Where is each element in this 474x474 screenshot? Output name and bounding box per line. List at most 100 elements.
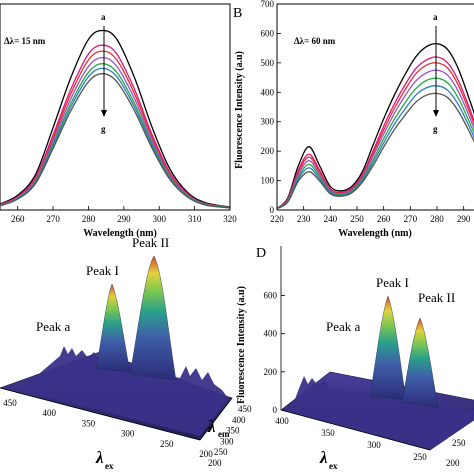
panel-c-ex-ticks: 450 400 350 300 250 200 [3, 398, 213, 459]
panel-b-annotation: Δλ= 60 nm [294, 36, 336, 46]
panel-a: 260 270 280 290 300 310 320 Δλ= 15 nm a g Wave… [0, 3, 237, 239]
panel-a-arrow-top-label: a [101, 12, 106, 22]
panel-a-curves [0, 29, 231, 209]
panel-d-z-tick-label: 200 [264, 367, 278, 377]
panel-c-peak-a-label: Peak a [36, 319, 71, 334]
panel-a-series-a [0, 29, 231, 208]
panel-a-annotation: Δλ= 15 nm [4, 36, 46, 46]
panel-c-ex-axis-sub: ex [105, 461, 114, 471]
panel-d: D 0 200 400 600 Fluorescence Intensity (a.u… [236, 246, 474, 471]
panel-b-y-tick-label: 100 [261, 176, 275, 186]
panel-d-z-ticks: 0 200 400 600 [264, 291, 285, 415]
panel-c-em-tick-label: 200 [208, 458, 222, 468]
panel-b-arrow-bottom-label: g [433, 124, 438, 134]
panel-b-x-tick-label: 280 [430, 214, 444, 224]
panel-c-peak-two-label: Peak II [132, 235, 169, 250]
panel-c-front-edge [0, 387, 201, 441]
panel-b-y-tick-label: 700 [261, 0, 275, 9]
panel-c-peak-two-surface [129, 255, 177, 381]
panel-a-x-tick-label: 270 [46, 214, 60, 224]
panel-b-x-tick-label: 230 [297, 214, 311, 224]
panel-b-frame [276, 3, 474, 211]
panel-c-ex-tick-label: 200 [199, 449, 213, 459]
panel-d-zlabel: Fluorescence Intensity (a.u) [236, 286, 247, 404]
panel-b-ylabel: Fluorescence Intensity (a.u) [234, 51, 245, 169]
panel-d-z-tick-label: 0 [273, 405, 278, 415]
panel-b-x-tick-label: 250 [350, 214, 364, 224]
panel-c-noise-ridge [20, 346, 228, 436]
panel-c-ex-tick-label: 450 [3, 398, 17, 408]
panel-d-ex-tick-label: 350 [321, 428, 335, 438]
panel-d-noise-ridge [290, 376, 474, 450]
panel-c-em-axis-label: λ [207, 417, 216, 436]
panel-d-peak-one-surface [369, 295, 407, 401]
panel-d-em-tick-label: 200 [446, 458, 460, 468]
panel-d-ex-tick-label: 400 [275, 416, 289, 426]
panel-c-em-tick-label: 300 [220, 436, 234, 446]
panel-d-z-tick-label: 600 [264, 291, 278, 301]
panel-d-peak-two-label: Peak II [418, 290, 455, 305]
panel-d-peak-two-surface [401, 317, 439, 409]
panel-a-x-tick-label: 280 [82, 214, 96, 224]
panel-a-series-b [0, 44, 231, 209]
panel-d-ex-tick-label: 250 [413, 452, 427, 462]
panel-a-x-tick-label: 310 [188, 214, 202, 224]
panel-d-em-tick-label: 250 [452, 438, 466, 448]
panel-c-peak-one-surface [95, 283, 131, 373]
panel-c-ex-tick-label: 300 [121, 429, 135, 439]
panel-b-x-tick-label: 240 [324, 214, 338, 224]
panel-d-front-edge [280, 409, 431, 451]
panel-b-x-tick-label: 290 [457, 214, 471, 224]
panel-a-series-g [0, 73, 231, 209]
panel-b-series-g [276, 92, 474, 210]
panel-d-z-tick-label: 400 [264, 329, 278, 339]
panel-b-y-tick-label: 400 [261, 87, 275, 97]
panel-a-x-tick-label: 260 [11, 214, 25, 224]
panel-b-y-tick-label: 600 [261, 28, 275, 38]
panel-d-peak-one-label: Peak I [376, 275, 409, 290]
panel-b-x-tick-label: 270 [404, 214, 418, 224]
panel-b-y-ticks: 0 100 200 300 400 500 600 700 [261, 0, 281, 215]
panel-a-frame [0, 3, 231, 211]
panel-c-ex-tick-label: 400 [42, 408, 56, 418]
panel-d-letter: D [256, 246, 266, 261]
panel-d-ex-tick-label: 300 [367, 440, 381, 450]
panel-d-em-ticks: 200 250 [446, 438, 466, 468]
panel-b-series-d [276, 69, 474, 210]
panel-c-em-tick-label: 250 [214, 447, 228, 457]
panel-b-x-ticks: 220 230 240 250 260 270 280 290 [270, 206, 471, 224]
panel-b-y-tick-label: 0 [270, 205, 275, 215]
panel-d-ex-axis-label: λ [319, 448, 328, 467]
panel-b: B 220 230 240 250 260 270 280 290 0 100 200 300 400… [233, 0, 474, 239]
panel-c-em-axis-sub: em [218, 429, 230, 439]
panel-b-y-tick-label: 500 [261, 58, 275, 68]
panel-b-series-c [276, 62, 474, 210]
panel-b-curves [276, 42, 474, 210]
panel-b-letter: B [233, 6, 242, 21]
panel-b-series-e [276, 77, 474, 210]
panel-b-arrow-top-label: a [433, 12, 438, 22]
panel-a-arrow-bottom-label: g [101, 124, 106, 134]
panel-b-series-b [276, 56, 474, 210]
panel-c-em-tick-label: 350 [226, 426, 240, 436]
panel-a-x-tick-label: 290 [117, 214, 131, 224]
panel-d-ex-ticks: 400 350 300 250 [275, 416, 427, 462]
panel-c-ex-tick-label: 250 [160, 439, 174, 449]
panel-b-x-tick-label: 260 [377, 214, 391, 224]
panel-b-series-f [276, 85, 474, 210]
panel-a-x-tick-label: 300 [152, 214, 166, 224]
panel-a-arrow-head [101, 110, 107, 117]
panel-c-ex-axis-label: λ [95, 448, 104, 467]
panel-a-x-ticks: 260 270 280 290 300 310 320 [11, 206, 237, 224]
panel-b-series-a [276, 42, 474, 210]
panel-a-x-tick-label: 320 [223, 214, 237, 224]
panel-b-xlabel: Wavelength (nm) [338, 228, 412, 239]
panel-b-y-tick-label: 200 [261, 146, 275, 156]
panel-c-right-edge [199, 397, 233, 441]
panel-d-peak-a-label: Peak a [326, 319, 361, 334]
panel-b-y-tick-label: 300 [261, 117, 275, 127]
panel-c: Peak a Peak I Peak II 450400350300250200… [0, 235, 252, 471]
panel-c-em-tick-label: 450 [238, 404, 252, 414]
